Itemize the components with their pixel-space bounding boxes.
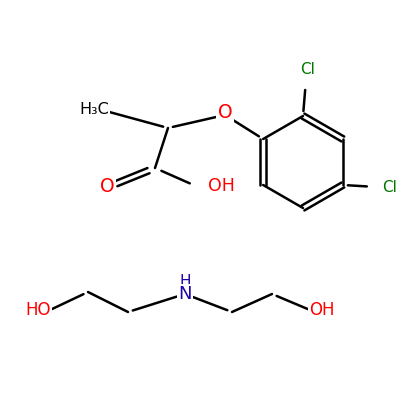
Text: HO: HO bbox=[25, 301, 51, 319]
Text: H: H bbox=[179, 274, 191, 288]
Text: O: O bbox=[218, 104, 232, 122]
Text: Cl: Cl bbox=[382, 180, 397, 194]
Text: OH: OH bbox=[309, 301, 335, 319]
Text: OH: OH bbox=[208, 177, 235, 195]
Text: N: N bbox=[178, 285, 192, 303]
Text: O: O bbox=[100, 176, 114, 196]
Text: H₃C: H₃C bbox=[79, 102, 109, 116]
Text: Cl: Cl bbox=[300, 62, 316, 78]
